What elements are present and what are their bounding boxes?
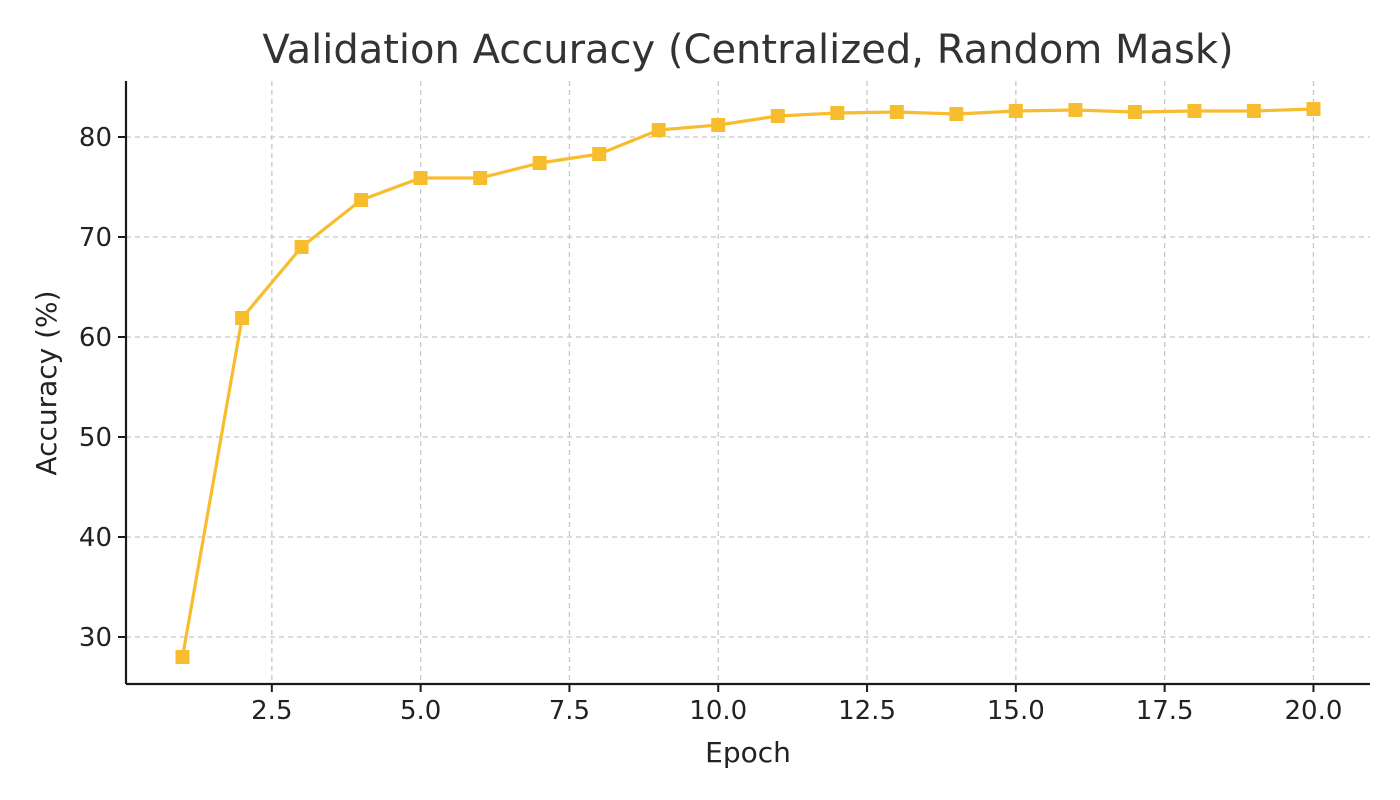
- data-point-marker: [413, 171, 428, 185]
- data-point-marker: [651, 123, 666, 137]
- data-point-marker: [1008, 104, 1023, 118]
- series-line: [180, 107, 1314, 658]
- x-axis-label: Epoch: [705, 736, 791, 769]
- data-point-marker: [1187, 104, 1202, 118]
- grid: [126, 81, 1370, 684]
- data-point-marker: [473, 171, 488, 185]
- y-axis-label: Accuracy (%): [30, 290, 63, 475]
- data-point-marker: [830, 106, 845, 120]
- y-tick-label: 50: [79, 423, 112, 453]
- data-point-marker: [711, 118, 726, 132]
- y-tick-label: 40: [79, 523, 112, 553]
- series-layer: [175, 102, 1321, 664]
- x-tick-label: 20.0: [1285, 696, 1343, 726]
- data-point-marker: [949, 107, 964, 121]
- data-point-marker: [770, 109, 785, 123]
- x-tick-label: 10.0: [689, 696, 747, 726]
- data-point-marker: [294, 240, 309, 254]
- x-tick-label: 15.0: [987, 696, 1045, 726]
- data-point-marker: [1127, 105, 1142, 119]
- x-tick-label: 7.5: [549, 696, 590, 726]
- y-tick-label: 30: [79, 623, 112, 653]
- x-tick-label: 12.5: [838, 696, 896, 726]
- data-point-marker: [175, 650, 190, 664]
- x-tick-label: 2.5: [251, 696, 292, 726]
- data-point-marker: [235, 311, 250, 325]
- data-point-marker: [532, 156, 547, 170]
- y-tick-label: 80: [79, 123, 112, 153]
- data-point-marker: [354, 193, 369, 207]
- data-point-marker: [1246, 104, 1261, 118]
- x-tick-label: 17.5: [1136, 696, 1194, 726]
- data-point-marker: [592, 147, 607, 161]
- chart-title: Validation Accuracy (Centralized, Random…: [262, 27, 1233, 73]
- data-point-marker: [889, 105, 904, 119]
- data-point-marker: [1068, 103, 1083, 117]
- data-point-marker: [1306, 102, 1321, 116]
- axis-ticks: 2.5 5.0 7.5 10.0 12.5 15.0 17.5 20.0 30 40 50 60 70 8…: [79, 123, 1342, 726]
- x-tick-label: 5.0: [400, 696, 441, 726]
- y-tick-label: 60: [79, 323, 112, 353]
- y-tick-label: 70: [79, 223, 112, 253]
